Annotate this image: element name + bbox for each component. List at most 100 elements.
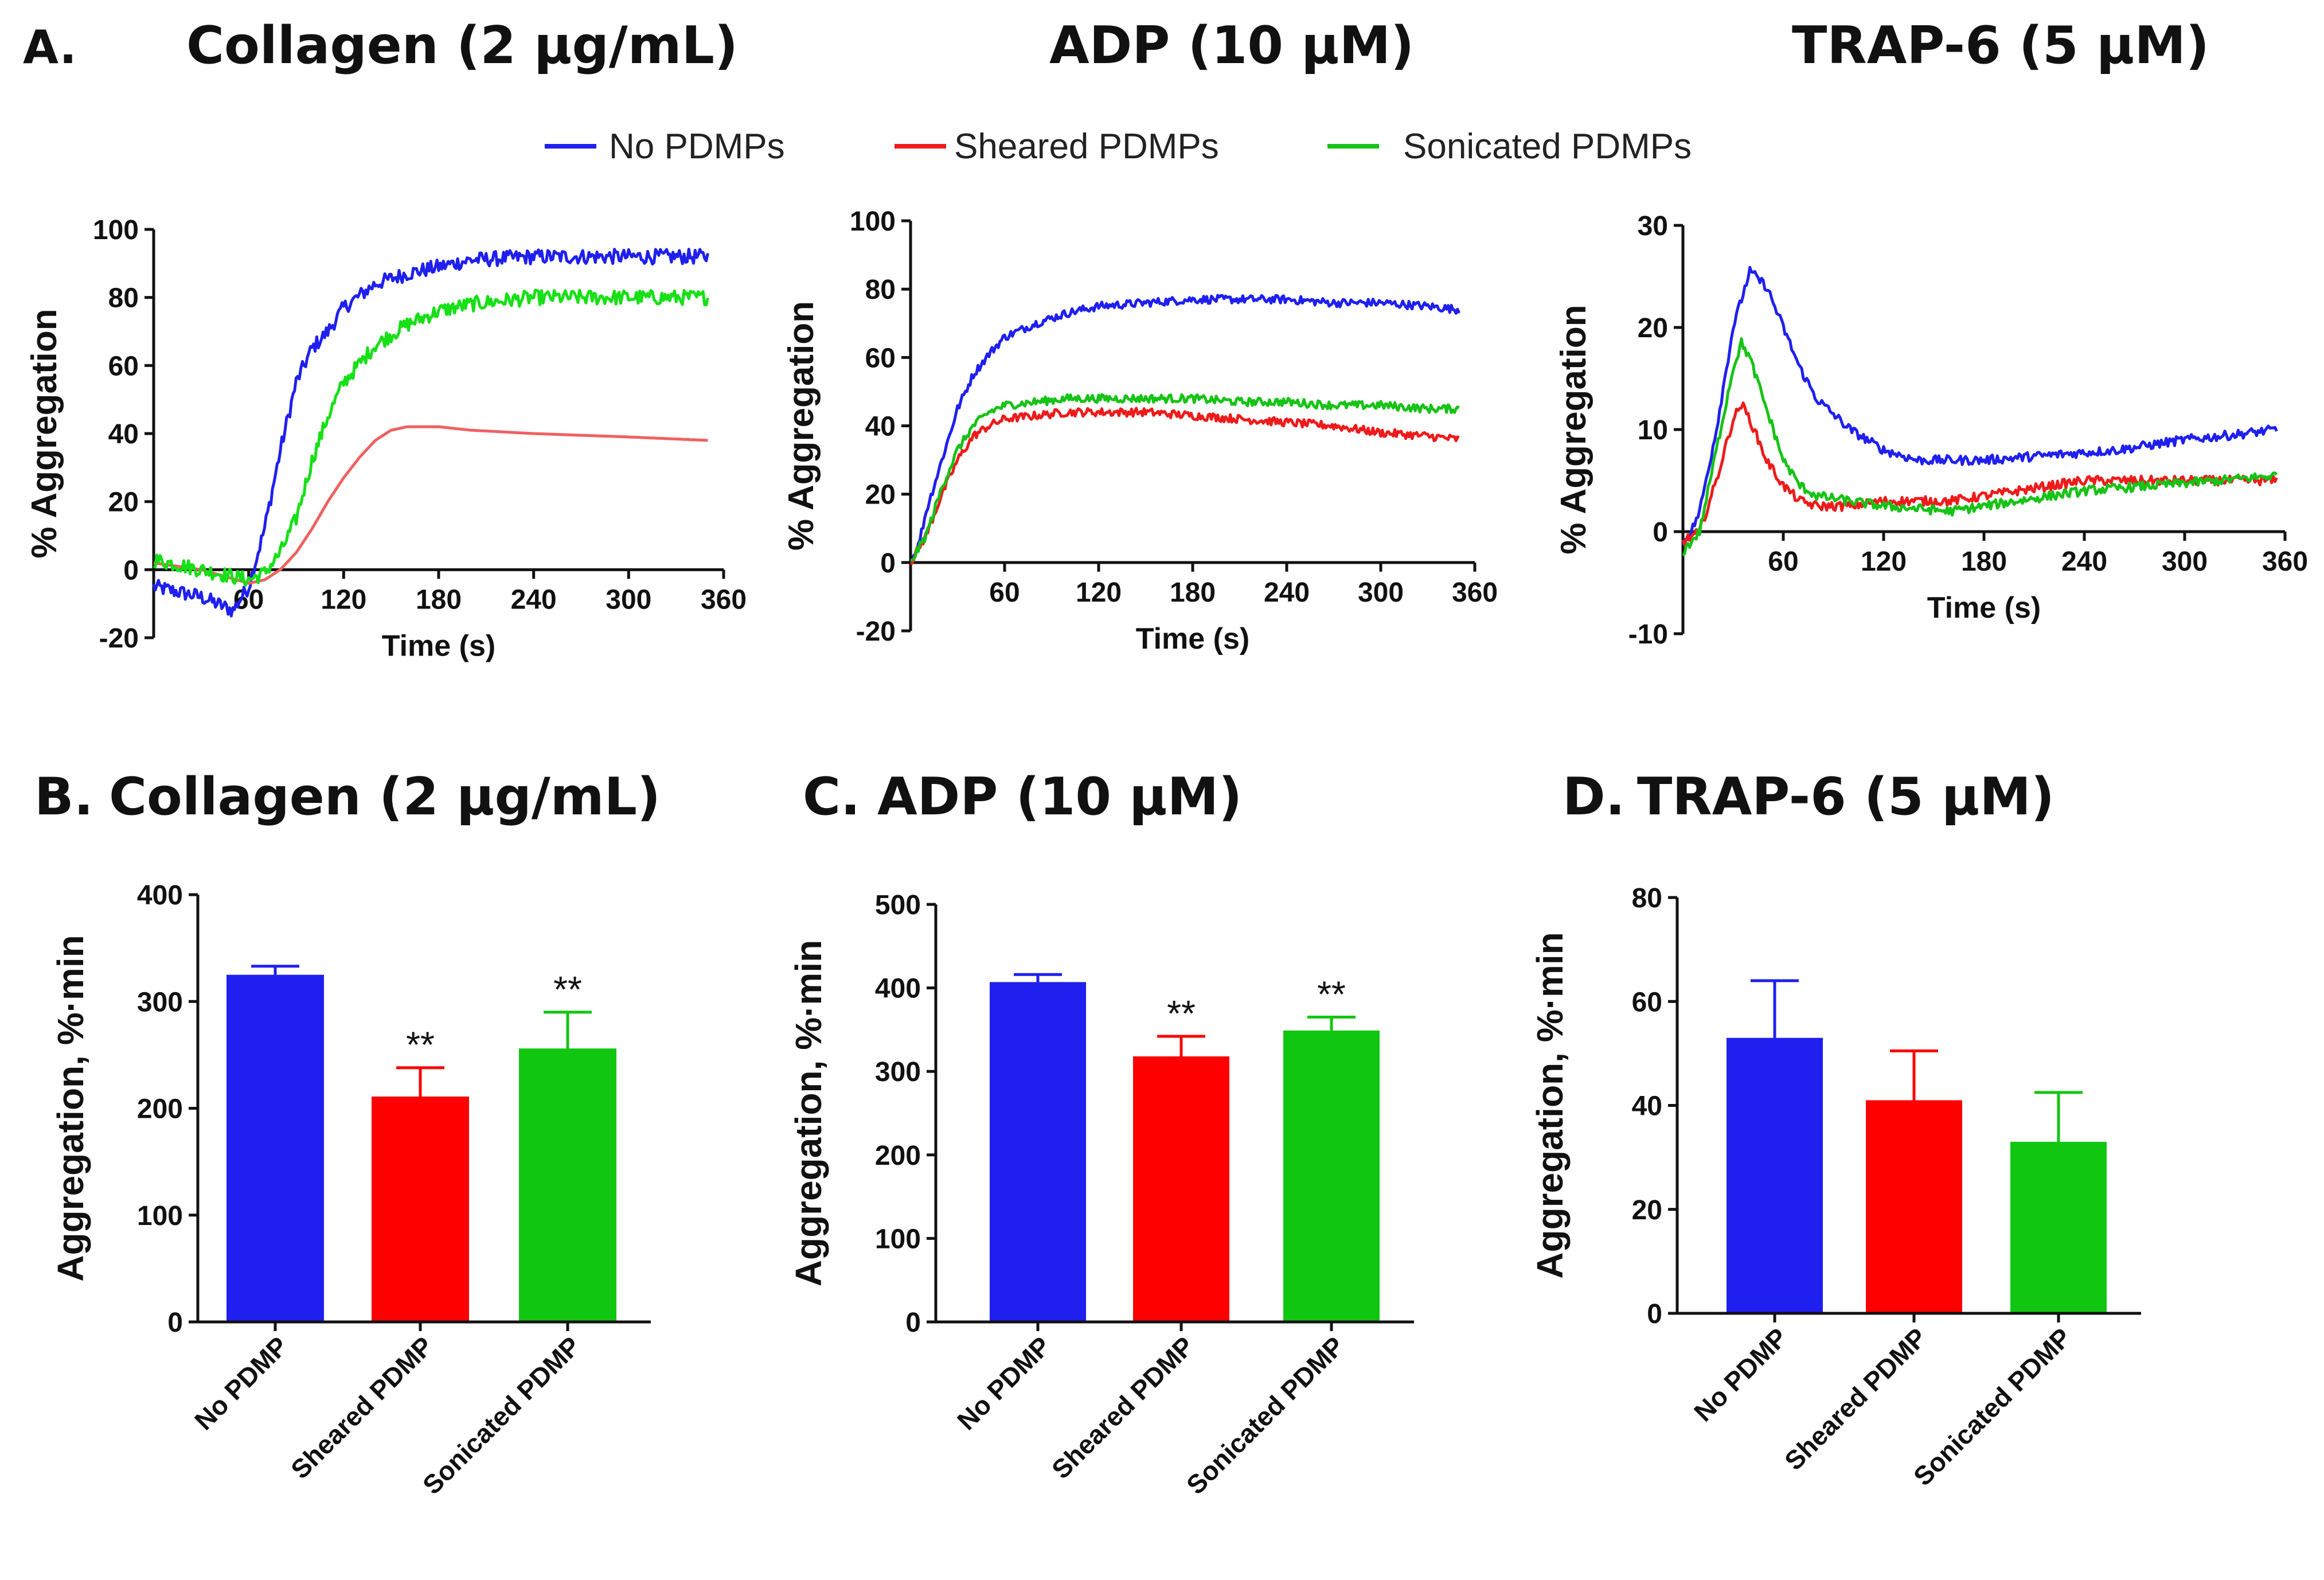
- panel-c-title: ADP (10 µM): [877, 767, 1242, 827]
- x-tick-label: No PDMP: [1688, 1322, 1793, 1427]
- x-tick-label: 240: [1264, 578, 1310, 608]
- y-tick-label: 400: [875, 974, 921, 1004]
- series-line-no-pdmps: [910, 294, 1461, 564]
- y-tick-label: 0: [167, 1308, 183, 1338]
- bar-sonicated-pdmp: [2010, 1141, 2107, 1313]
- series-line-no-pdmps: [1681, 266, 2278, 545]
- x-tick-label: 360: [1452, 578, 1498, 608]
- y-tick-label: 80: [865, 275, 896, 305]
- x-tick-label: Sheared PDMP: [1046, 1331, 1200, 1484]
- x-tick-label: 180: [416, 584, 462, 615]
- bar-sheared-pdmp: [372, 1097, 469, 1322]
- bar-no-pdmp: [226, 974, 324, 1322]
- x-tick-label: 300: [606, 584, 651, 615]
- x-tick-label: 60: [989, 578, 1020, 608]
- x-tick-label: Sonicated PDMP: [1181, 1331, 1350, 1500]
- bar-no-pdmp: [990, 982, 1086, 1322]
- significance-marker: **: [1317, 974, 1346, 1015]
- series-line-sonicated-pdmps: [153, 288, 709, 587]
- y-tick-label: 100: [93, 215, 139, 245]
- x-tick-label: 300: [1358, 578, 1404, 608]
- legend-label-sonicated-pdmps: Sonicated PDMPs: [1403, 127, 1692, 166]
- y-tick-label: 20: [1632, 1195, 1662, 1226]
- panel-c-label: C.: [803, 767, 860, 827]
- x-tick-label: 240: [511, 584, 557, 615]
- y-tick-label: 60: [865, 343, 896, 373]
- bar-sonicated-pdmp: [519, 1048, 616, 1322]
- legend-label-sheared-pdmps: Sheared PDMPs: [954, 127, 1219, 166]
- x-tick-label: Sonicated PDMP: [1908, 1322, 2077, 1491]
- y-axis-title: Aggregation, %·min: [50, 935, 91, 1281]
- x-tick-label: Sheared PDMP: [1779, 1322, 1932, 1476]
- significance-marker: **: [553, 969, 582, 1010]
- legend: No PDMPs Sheared PDMPs Sonicated PDMPs: [545, 127, 1692, 166]
- y-tick-label: 0: [905, 1308, 921, 1338]
- collagen-bar-chart: No PDMP ** Sheared PDMP ** Sonicated PDMP 0 10…: [50, 880, 651, 1500]
- panel-d-title: TRAP-6 (5 µM): [1637, 767, 2055, 827]
- y-tick-label: 40: [108, 419, 139, 450]
- y-tick-label: 20: [1638, 313, 1668, 344]
- y-tick-label: 60: [108, 351, 139, 381]
- y-tick-label: 200: [875, 1141, 921, 1171]
- y-tick-label: 80: [108, 283, 139, 314]
- bar-sheared-pdmp: [1866, 1100, 1962, 1313]
- series-line-sheared-pdmps: [910, 407, 1460, 565]
- y-tick-label: -10: [1628, 619, 1668, 650]
- x-tick-label: Sheared PDMP: [285, 1331, 439, 1484]
- series-line-sonicated-pdmps: [910, 393, 1460, 562]
- trap6-time-course-chart: -10 0 10 20 30 60 120 180 240 300 360 Time (s) % Agg…: [1554, 211, 2308, 650]
- y-tick-label: 20: [865, 480, 896, 510]
- bar-sonicated-pdmp: [1283, 1030, 1380, 1322]
- y-tick-label: 40: [1632, 1091, 1662, 1122]
- y-tick-label: 300: [875, 1057, 921, 1087]
- x-tick-label: 360: [701, 584, 747, 615]
- y-tick-label: 80: [1632, 883, 1662, 914]
- x-tick-label: 180: [1961, 547, 2007, 577]
- x-tick-label: 120: [321, 584, 366, 615]
- panel-a1-title: Collagen (2 µg/mL): [186, 15, 738, 76]
- x-axis-title: Time (s): [382, 629, 495, 662]
- x-axis-title: Time (s): [1136, 622, 1249, 656]
- series-line-sonicated-pdmps: [1682, 337, 2278, 557]
- panel-d-label: D.: [1563, 767, 1625, 827]
- y-tick-label: 100: [137, 1201, 183, 1231]
- y-axis-title: % Aggregation: [25, 309, 64, 558]
- x-axis-title: Time (s): [1927, 591, 2041, 625]
- y-tick-label: 0: [123, 555, 139, 586]
- y-axis-title: % Aggregation: [1554, 305, 1593, 554]
- panel-b-title: Collagen (2 µg/mL): [109, 767, 661, 827]
- y-tick-label: 500: [875, 890, 921, 920]
- y-tick-label: -20: [99, 623, 139, 654]
- y-tick-label: 10: [1638, 415, 1668, 446]
- bar-sheared-pdmp: [1133, 1056, 1229, 1322]
- y-axis-title: Aggregation, %·min: [1529, 932, 1571, 1278]
- series-line-no-pdmps: [152, 248, 709, 618]
- y-tick-label: 300: [137, 987, 183, 1017]
- x-tick-label: 180: [1170, 578, 1216, 608]
- y-tick-label: 100: [850, 206, 896, 237]
- x-tick-label: 360: [2262, 547, 2308, 577]
- panel-a-label: A.: [23, 21, 77, 74]
- y-tick-label: 0: [880, 548, 896, 579]
- y-axis-title: % Aggregation: [782, 301, 821, 551]
- x-tick-label: Sonicated PDMP: [417, 1331, 586, 1500]
- y-tick-label: 400: [137, 880, 183, 911]
- panel-a2-title: ADP (10 µM): [1049, 15, 1414, 76]
- x-tick-label: 60: [1768, 547, 1798, 577]
- bar-no-pdmp: [1727, 1037, 1823, 1313]
- legend-label-no-pdmps: No PDMPs: [609, 127, 785, 166]
- x-tick-label: No PDMP: [951, 1331, 1056, 1435]
- y-tick-label: 0: [1647, 1299, 1662, 1329]
- x-tick-label: 120: [1076, 578, 1122, 608]
- x-tick-label: 300: [2162, 547, 2208, 577]
- y-tick-label: 200: [137, 1094, 183, 1125]
- y-axis-title: Aggregation, %·min: [788, 940, 829, 1286]
- series-line-sheared-pdmps: [153, 425, 708, 585]
- y-tick-label: 100: [875, 1224, 921, 1254]
- panel-b-label: B.: [34, 767, 93, 827]
- adp-bar-chart: No PDMP ** Sheared PDMP ** Sonicated PDMP 0 10…: [788, 890, 1414, 1500]
- y-tick-label: -20: [856, 617, 896, 647]
